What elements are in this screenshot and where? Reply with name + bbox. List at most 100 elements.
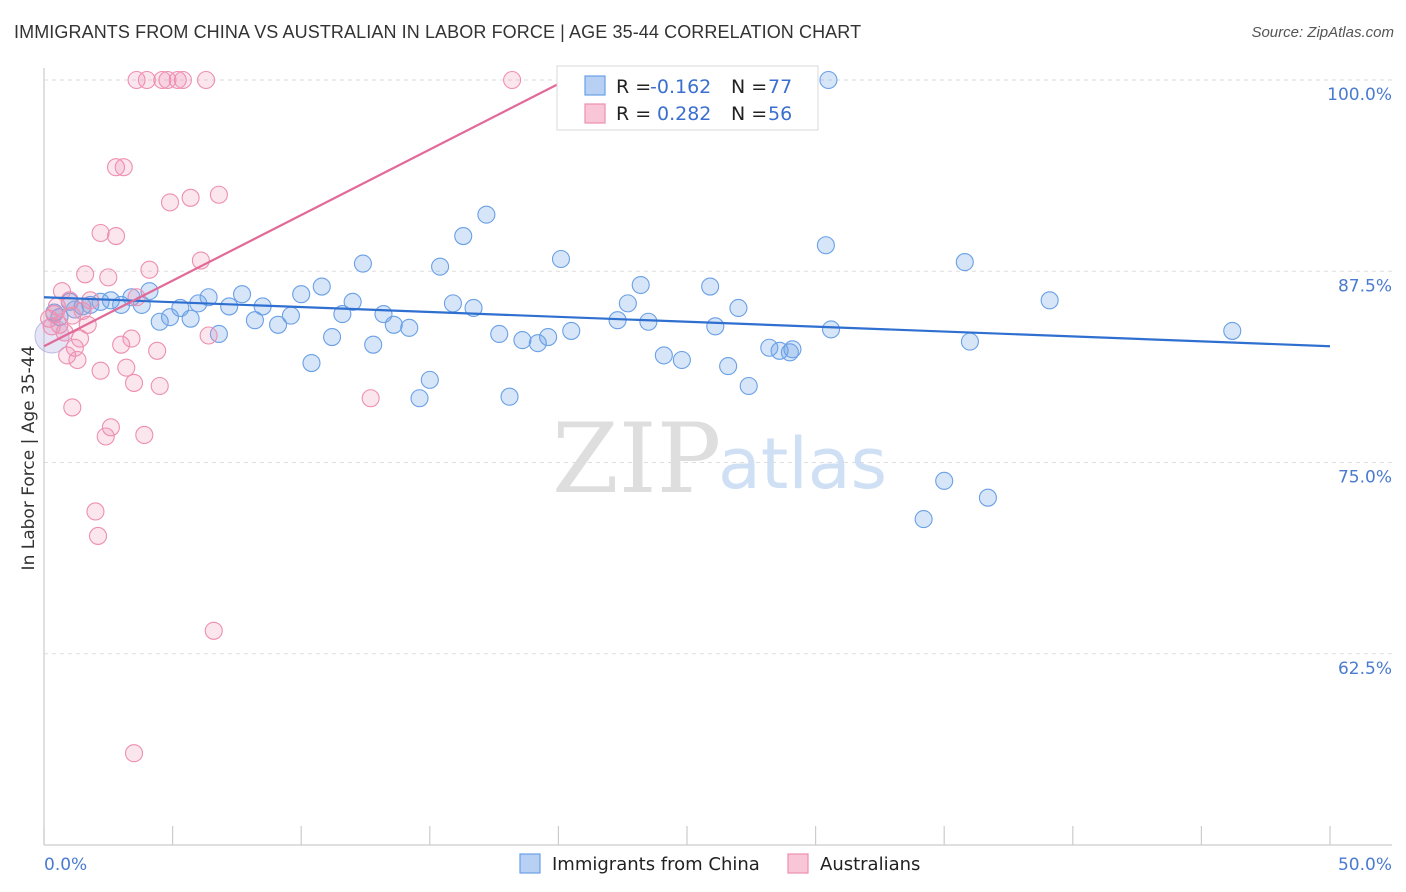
china-point-55 (639, 312, 658, 331)
legend-australians-label: Australians (820, 854, 920, 875)
stats-pink-n-value: 56 (768, 103, 792, 125)
china-point-12 (150, 312, 169, 331)
china-point-75 (1040, 291, 1059, 310)
australians-point-36 (137, 70, 156, 90)
china-point-40 (454, 227, 473, 246)
australians-point-44 (173, 70, 192, 90)
gridlines (44, 79, 1392, 655)
china-point-59 (706, 317, 725, 336)
stats-box: R = -0.162 N = 77 R = 0.282 N = 56 (556, 65, 819, 131)
australians-point-30 (122, 329, 141, 348)
china-point-37 (420, 370, 439, 389)
china-point-13 (160, 308, 180, 327)
china-point-17 (199, 288, 218, 307)
china-point-24 (281, 306, 300, 325)
chart-title: IMMIGRANTS FROM CHINA VS AUSTRALIAN IN L… (14, 22, 862, 42)
china-point-25 (292, 285, 311, 304)
y-tick-label-1: 87.5% (1338, 276, 1392, 296)
china-point-66 (783, 340, 802, 359)
australians-point-28 (114, 158, 133, 177)
australians-point-19 (88, 526, 108, 545)
x-tick-label-1: 50.0% (1338, 855, 1392, 875)
stats-pink-swatch (584, 103, 606, 124)
australians-point-26 (106, 158, 126, 177)
australians-point-42 (160, 193, 180, 212)
china-point-39 (443, 294, 462, 313)
australians-point-12 (63, 398, 82, 417)
australians-point-9 (63, 306, 82, 325)
china-point-32 (364, 335, 383, 354)
y-tick-label-3: 62.5% (1338, 659, 1392, 679)
australians-point-51 (361, 389, 380, 408)
china-point-42 (477, 205, 496, 224)
source-label: Source: ZipAtlas.com (1251, 24, 1394, 41)
china-point-63 (760, 338, 779, 357)
stats-blue-swatch (584, 75, 606, 96)
australians-point-39 (150, 376, 169, 396)
china-point-48 (551, 249, 571, 269)
australians-point-25 (106, 227, 126, 246)
china-point-31 (353, 254, 372, 273)
watermark: ZIP atlas (552, 403, 887, 515)
china-point-68 (816, 236, 835, 255)
watermark-zip: ZIP (552, 403, 721, 515)
stats-blue-r-label: R = (616, 76, 651, 98)
china-point-58 (701, 277, 720, 296)
china-point-70 (914, 510, 933, 529)
australians-point-45 (181, 188, 200, 207)
australians-point-20 (91, 361, 110, 380)
china-point-57 (672, 350, 691, 370)
china-point-21 (245, 311, 264, 330)
china-point-69 (821, 320, 841, 339)
australians-point-52 (503, 70, 522, 90)
china-point-23 (269, 315, 288, 334)
china-point-28 (323, 327, 342, 347)
china-point-34 (384, 315, 403, 334)
china-point-67 (819, 70, 838, 90)
australians-trend-line (43, 79, 567, 348)
china-point-35 (400, 318, 419, 337)
legend: Immigrants from China Australians (519, 853, 920, 875)
china-point-71 (935, 471, 954, 490)
china-point-54 (631, 275, 650, 295)
tick-labels: 100.0% 87.5% 75.0% 62.5% 0.0% 50.0% (44, 85, 1392, 875)
australians-point-35 (135, 425, 154, 445)
china-point-30 (343, 292, 362, 311)
china-point-26 (302, 353, 321, 373)
china-point-46 (528, 334, 547, 353)
australians-point-8 (60, 291, 79, 310)
legend-china-swatch (519, 853, 541, 874)
stats-pink-n-label: N = (731, 103, 767, 125)
australians-point-49 (204, 621, 223, 640)
australians-point-33 (124, 744, 144, 763)
australians-point-40 (153, 70, 172, 90)
australians-point-50 (209, 185, 228, 204)
australians-point-7 (58, 346, 77, 365)
china-point-60 (719, 357, 738, 376)
australians-point-37 (140, 260, 159, 279)
watermark-atlas: atlas (718, 423, 887, 505)
trend-lines (43, 79, 1331, 348)
china-point-47 (539, 327, 558, 347)
australians-point-29 (117, 358, 136, 377)
australians-point-11 (68, 350, 87, 370)
stats-blue-n-label: N = (731, 76, 767, 98)
australians-point-24 (101, 418, 120, 437)
x-tick-label-0: 0.0% (44, 855, 87, 875)
china-point-56 (654, 346, 673, 365)
australians-point-41 (158, 70, 177, 90)
china-point-74 (978, 488, 997, 507)
china-trend-line (43, 296, 1331, 348)
australians-point-43 (168, 70, 187, 90)
china-point-19 (220, 297, 239, 316)
china-point-20 (232, 285, 252, 304)
china-point-27 (312, 277, 331, 296)
legend-australians-swatch (787, 853, 809, 874)
australians-point-18 (86, 502, 105, 521)
china-point-61 (729, 298, 748, 318)
australians-point-27 (112, 335, 131, 354)
stats-blue-n-value: 77 (768, 76, 792, 98)
china-point-49 (562, 321, 581, 340)
china-point-76 (1223, 321, 1242, 340)
